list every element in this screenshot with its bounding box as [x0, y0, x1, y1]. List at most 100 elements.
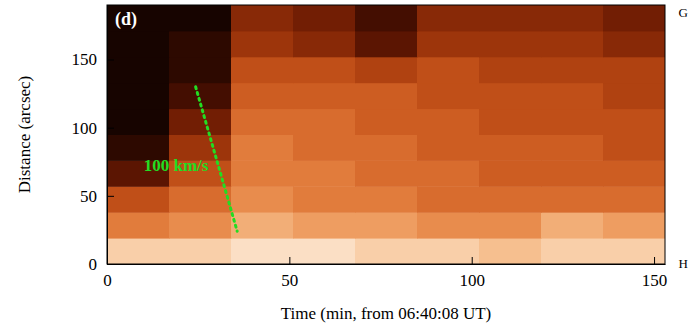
- heat-cell: [231, 238, 294, 264]
- heat-cell: [541, 5, 604, 31]
- heat-cell: [603, 31, 665, 57]
- heat-cell: [541, 31, 604, 57]
- heat-cell: [541, 57, 604, 83]
- tick: 150: [642, 257, 668, 290]
- heat-cell: [355, 160, 418, 186]
- heat-cell: [603, 57, 665, 83]
- tick-mark: [289, 257, 290, 264]
- heat-cell: [541, 83, 604, 109]
- heat-cell: [231, 186, 294, 212]
- heat-cell: [107, 5, 170, 31]
- heat-cell: [293, 160, 356, 186]
- heat-cell: [479, 109, 542, 135]
- heat-cell: [417, 83, 480, 109]
- heat-cell: [231, 31, 294, 57]
- heat-cell: [231, 57, 294, 83]
- heat-cell: [107, 238, 170, 264]
- heat-cell: [169, 5, 232, 31]
- y-axis-title: Distance (arcsec): [15, 76, 34, 194]
- heat-cell: [417, 5, 480, 31]
- tick: 50: [80, 187, 114, 206]
- heat-cell: [479, 238, 542, 264]
- heat-cell: [417, 186, 480, 212]
- tick-mark: [107, 128, 114, 129]
- tick-label: 50: [80, 187, 97, 206]
- heat-cell: [293, 83, 356, 109]
- heat-cell: [107, 109, 170, 135]
- heat-cell: [479, 212, 542, 238]
- tick: 100: [72, 119, 115, 138]
- heat-cell: [479, 31, 542, 57]
- heat-cell: [603, 83, 665, 109]
- heat-cell: [541, 135, 604, 161]
- tick-mark: [654, 257, 655, 264]
- chart: 050100150050100150Time (min, from 06:40:…: [0, 0, 694, 327]
- heat-cell: [169, 212, 232, 238]
- heat-cell: [541, 109, 604, 135]
- x-axis-title: Time (min, from 06:40:08 UT): [281, 304, 491, 323]
- heat-cell: [355, 31, 418, 57]
- heat-cell: [293, 186, 356, 212]
- tick: 50: [281, 257, 298, 290]
- heat-cell: [169, 31, 232, 57]
- heat-cell: [417, 31, 480, 57]
- tick-label: 150: [642, 271, 668, 290]
- heat-cell: [417, 109, 480, 135]
- plot-area: [107, 5, 665, 264]
- heat-cell: [417, 160, 480, 186]
- x-axis: 050100150: [103, 257, 667, 290]
- heat-cell: [417, 57, 480, 83]
- heat-cell: [355, 109, 418, 135]
- tick: 0: [89, 255, 115, 274]
- side-label: G: [679, 5, 688, 20]
- heat-cell: [541, 160, 604, 186]
- heat-cell: [293, 238, 356, 264]
- heat-cell: [107, 57, 170, 83]
- heat-cell: [603, 5, 665, 31]
- heat-cell: [603, 109, 665, 135]
- axis-line: [108, 264, 666, 265]
- heat-cell: [355, 186, 418, 212]
- tick-label: 150: [72, 50, 98, 69]
- heat-cell: [355, 135, 418, 161]
- heat-cell: [603, 135, 665, 161]
- heat-cell: [107, 83, 170, 109]
- heat-cell: [293, 5, 356, 31]
- heat-cell: [231, 160, 294, 186]
- heat-cell: [107, 31, 170, 57]
- tick-mark: [107, 196, 114, 197]
- heat-cell: [479, 5, 542, 31]
- tick-label: 100: [459, 271, 485, 290]
- heat-cell: [479, 57, 542, 83]
- heat-cell: [355, 57, 418, 83]
- tick-mark: [472, 257, 473, 264]
- heat-cell: [417, 238, 480, 264]
- axis-line: [107, 6, 108, 265]
- annotation-label: 100 km/s: [144, 156, 209, 175]
- heat-cell: [231, 135, 294, 161]
- heat-cell: [603, 160, 665, 186]
- heat-cell: [107, 186, 170, 212]
- tick-label: 100: [72, 119, 98, 138]
- heat-cell: [603, 186, 665, 212]
- heat-cell: [293, 212, 356, 238]
- heat-cell: [541, 212, 604, 238]
- tick: 150: [72, 50, 115, 69]
- tick-mark: [107, 60, 114, 61]
- heat-cell: [479, 186, 542, 212]
- tick-label: 0: [89, 255, 98, 274]
- heat-cell: [355, 5, 418, 31]
- side-label: H: [679, 256, 688, 271]
- heat-cell: [479, 135, 542, 161]
- heat-cell: [417, 212, 480, 238]
- tick: 100: [459, 257, 485, 290]
- heat-cell: [231, 212, 294, 238]
- heat-cell: [293, 57, 356, 83]
- heat-cell: [169, 57, 232, 83]
- heat-cell: [293, 31, 356, 57]
- heat-cell: [231, 5, 294, 31]
- heat-cell: [169, 186, 232, 212]
- heat-cell: [355, 83, 418, 109]
- heat-cell: [169, 109, 232, 135]
- heat-cell: [169, 238, 232, 264]
